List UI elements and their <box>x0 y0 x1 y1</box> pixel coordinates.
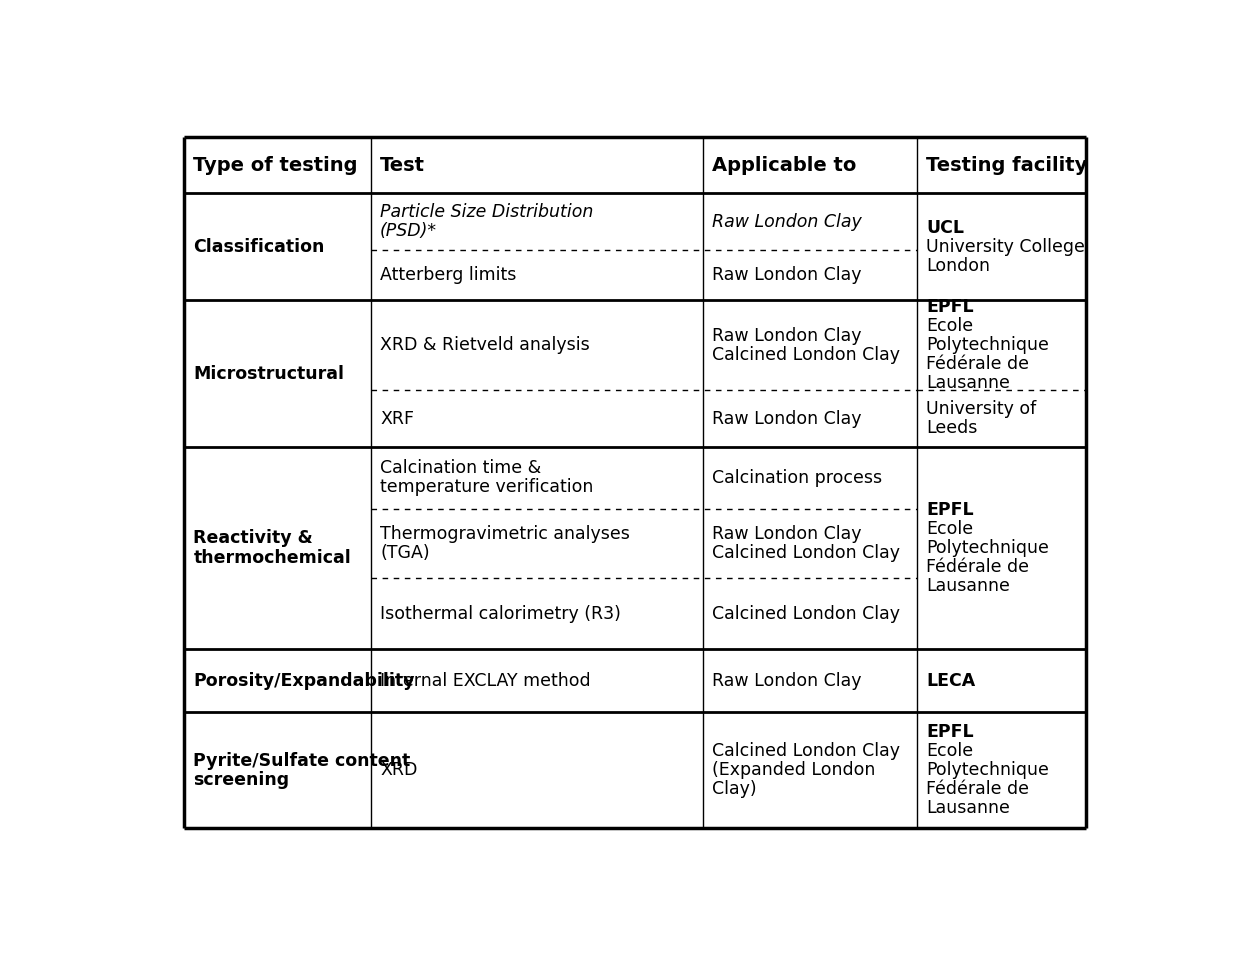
Text: Lausanne: Lausanne <box>927 374 1010 393</box>
Text: Ecole: Ecole <box>927 742 974 760</box>
Text: UCL: UCL <box>927 219 964 237</box>
Text: XRF: XRF <box>380 410 414 428</box>
Text: Calcined London Clay: Calcined London Clay <box>712 605 901 623</box>
Text: Ecole: Ecole <box>927 317 974 335</box>
Text: Type of testing: Type of testing <box>193 156 358 175</box>
Text: temperature verification: temperature verification <box>380 478 593 497</box>
Text: Calcination time &: Calcination time & <box>380 459 541 478</box>
Text: Calcined London Clay: Calcined London Clay <box>712 346 901 364</box>
Text: Raw London Clay: Raw London Clay <box>712 671 862 690</box>
Text: Raw London Clay: Raw London Clay <box>712 410 862 428</box>
Text: Internal EXCLAY method: Internal EXCLAY method <box>380 671 591 690</box>
Text: (Expanded London: (Expanded London <box>712 761 876 779</box>
Text: EPFL: EPFL <box>927 298 974 316</box>
Text: Ecole: Ecole <box>927 520 974 538</box>
Text: Leeds: Leeds <box>927 419 978 437</box>
Text: Thermogravimetric analyses: Thermogravimetric analyses <box>380 525 629 543</box>
Text: thermochemical: thermochemical <box>193 548 351 566</box>
Text: Polytechnique: Polytechnique <box>927 539 1049 557</box>
Text: LECA: LECA <box>927 671 975 690</box>
Text: (PSD)*: (PSD)* <box>380 223 437 240</box>
Text: (TGA): (TGA) <box>380 544 430 562</box>
Text: Raw London Clay: Raw London Clay <box>712 327 862 345</box>
Text: Reactivity &: Reactivity & <box>193 529 313 547</box>
Text: Test: Test <box>380 156 425 175</box>
Text: Calcined London Clay: Calcined London Clay <box>712 544 901 562</box>
Text: XRD & Rietveld analysis: XRD & Rietveld analysis <box>380 336 590 354</box>
Text: Calcination process: Calcination process <box>712 469 882 487</box>
Text: Classification: Classification <box>193 238 325 256</box>
Text: Microstructural: Microstructural <box>193 365 344 383</box>
Text: Pyrite/Sulfate content: Pyrite/Sulfate content <box>193 752 410 770</box>
Text: Fédérale de: Fédérale de <box>927 780 1030 798</box>
Text: Particle Size Distribution: Particle Size Distribution <box>380 203 593 221</box>
Text: Clay): Clay) <box>712 780 757 798</box>
Text: Polytechnique: Polytechnique <box>927 761 1049 779</box>
Text: Testing facility: Testing facility <box>927 156 1088 175</box>
Text: Raw London Clay: Raw London Clay <box>712 525 862 543</box>
Text: EPFL: EPFL <box>927 500 974 519</box>
Text: EPFL: EPFL <box>927 723 974 741</box>
Text: Calcined London Clay: Calcined London Clay <box>712 742 901 760</box>
Text: XRD: XRD <box>380 761 418 779</box>
Text: Lausanne: Lausanne <box>927 577 1010 595</box>
Text: Porosity/Expandability: Porosity/Expandability <box>193 671 415 690</box>
Text: Isothermal calorimetry (R3): Isothermal calorimetry (R3) <box>380 605 621 623</box>
Text: University of: University of <box>927 400 1037 418</box>
Text: Fédérale de: Fédérale de <box>927 355 1030 373</box>
Text: screening: screening <box>193 771 290 789</box>
Text: Raw London Clay: Raw London Clay <box>712 265 862 284</box>
Text: Atterberg limits: Atterberg limits <box>380 265 517 284</box>
Text: London: London <box>927 257 990 275</box>
Text: Lausanne: Lausanne <box>927 799 1010 817</box>
Text: Polytechnique: Polytechnique <box>927 336 1049 354</box>
Text: Applicable to: Applicable to <box>712 156 856 175</box>
Text: University College: University College <box>927 238 1085 256</box>
Text: Fédérale de: Fédérale de <box>927 558 1030 576</box>
Text: Raw London Clay: Raw London Clay <box>712 213 862 230</box>
